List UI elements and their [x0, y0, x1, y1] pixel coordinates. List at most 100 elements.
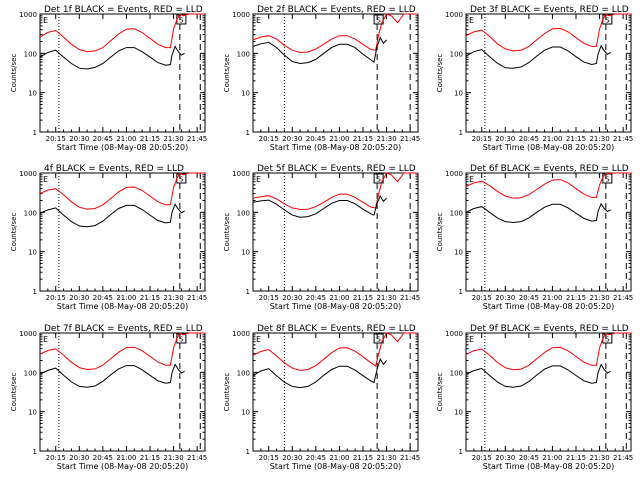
x-tick-label: 21:30 [376, 294, 396, 302]
x-axis-label: Start Time (08-May-08 20:05:20) [57, 143, 188, 152]
y-tick-label: 10 [241, 90, 250, 98]
chart-panel: Det 9f BLACK = Events, RED = LLD 1 10 100 10… [436, 324, 633, 471]
x-axis-label: Start Time (08-May-08 20:05:20) [483, 143, 614, 152]
y-tick-label: 10 [28, 90, 37, 98]
legend-glyph: E [43, 335, 48, 344]
events-series-line [465, 363, 611, 388]
x-tick-label: 21:30 [589, 294, 609, 302]
y-tick-label: 1 [246, 448, 250, 456]
y-tick-label: 100 [237, 369, 250, 377]
plot-frame [465, 13, 632, 133]
x-tick-label: 21:45 [613, 294, 633, 302]
y-tick-label: 1000 [445, 330, 463, 338]
y-tick-label: 10 [28, 249, 37, 257]
x-tick-label: 21:00 [116, 294, 136, 302]
x-tick-label: 20:15 [472, 294, 492, 302]
x-tick-label: 21:45 [187, 135, 207, 143]
x-tick-label: 21:00 [542, 454, 562, 462]
y-tick-label: 1000 [232, 170, 250, 178]
y-tick-label: 100 [237, 209, 250, 217]
x-tick-label: 21:15 [140, 294, 160, 302]
chart-panel: Det 3f BLACK = Events, RED = LLD 1 10 100 10… [436, 5, 633, 152]
events-series-line [252, 194, 387, 218]
x-axis-label: Start Time (08-May-08 20:05:20) [483, 462, 614, 471]
y-tick-label: 100 [24, 369, 37, 377]
y-tick-label: 10 [241, 409, 250, 417]
x-tick-label: 21:00 [116, 454, 136, 462]
x-tick-label: 20:30 [69, 294, 89, 302]
lld-series-line [252, 13, 418, 54]
x-tick-label: 21:30 [589, 454, 609, 462]
plot-frame [465, 172, 632, 292]
x-tick-label: 20:45 [93, 135, 113, 143]
y-tick-label: 1 [246, 129, 250, 137]
x-tick-label: 20:30 [282, 294, 302, 302]
legend-glyph: E [469, 175, 474, 184]
event-marker-glyph: S [376, 176, 381, 184]
legend-glyph: E [469, 16, 474, 25]
x-tick-label: 21:15 [353, 135, 373, 143]
x-tick-label: 20:30 [282, 135, 302, 143]
y-tick-label: 1000 [445, 170, 463, 178]
y-axis-label: Counts/sec [436, 373, 444, 412]
y-tick-label: 100 [24, 50, 37, 58]
y-tick-label: 1000 [445, 11, 463, 19]
y-tick-label: 1 [459, 448, 463, 456]
x-tick-label: 21:00 [116, 135, 136, 143]
chart-panel: Det 8f BLACK = Events, RED = LLD 1 10 100 10… [223, 324, 420, 471]
chart-title: Det 9f BLACK = Events, RED = LLD [470, 324, 629, 334]
lld-series-line [39, 172, 205, 210]
x-tick-label: 20:30 [495, 135, 515, 143]
x-tick-label: 20:45 [519, 454, 539, 462]
y-tick-label: 1 [33, 448, 37, 456]
y-tick-label: 100 [237, 50, 250, 58]
x-tick-label: 21:45 [400, 294, 420, 302]
y-axis-label: Counts/sec [10, 54, 18, 93]
y-tick-label: 1 [33, 129, 37, 137]
x-tick-label: 20:45 [93, 294, 113, 302]
lld-series-line [252, 172, 418, 211]
event-marker-glyph: S [376, 336, 381, 344]
x-tick-label: 21:30 [376, 135, 396, 143]
x-tick-label: 20:45 [519, 135, 539, 143]
x-tick-label: 21:15 [353, 454, 373, 462]
y-tick-label: 10 [454, 90, 463, 98]
lld-series-line [39, 13, 205, 53]
x-tick-label: 20:15 [259, 454, 279, 462]
x-tick-label: 21:30 [376, 454, 396, 462]
x-axis-label: Start Time (08-May-08 20:05:20) [483, 302, 614, 311]
x-tick-label: 21:30 [163, 294, 183, 302]
x-tick-label: 21:30 [163, 454, 183, 462]
y-tick-label: 1000 [19, 11, 37, 19]
x-axis-label: Start Time (08-May-08 20:05:20) [270, 462, 401, 471]
chart-title: Det 5f BLACK = Events, RED = LLD [257, 164, 416, 174]
chart-panel: Det 6f BLACK = Events, RED = LLD 1 10 100 10… [436, 164, 633, 311]
x-tick-label: 21:30 [589, 135, 609, 143]
lld-series-line [39, 332, 205, 371]
y-tick-label: 10 [454, 409, 463, 417]
lld-series-line [465, 172, 631, 199]
y-tick-label: 10 [454, 249, 463, 257]
x-tick-label: 20:15 [46, 135, 66, 143]
x-tick-label: 21:15 [140, 454, 160, 462]
events-series-line [252, 36, 387, 65]
y-axis-label: Counts/sec [436, 213, 444, 252]
y-axis-label: Counts/sec [223, 213, 231, 252]
x-tick-label: 21:45 [400, 135, 420, 143]
event-marker-glyph: S [605, 336, 610, 344]
x-tick-label: 21:45 [613, 454, 633, 462]
x-tick-label: 20:15 [46, 294, 66, 302]
x-tick-label: 21:15 [566, 454, 586, 462]
plot-frame [252, 172, 419, 292]
chart-panel: Det 7f BLACK = Events, RED = LLD 1 10 100 10… [10, 324, 207, 471]
x-tick-label: 20:45 [93, 454, 113, 462]
x-tick-label: 20:30 [69, 454, 89, 462]
chart-title: Det 2f BLACK = Events, RED = LLD [257, 5, 416, 15]
y-tick-label: 100 [450, 50, 463, 58]
x-tick-label: 20:30 [69, 135, 89, 143]
y-tick-label: 100 [24, 209, 37, 217]
y-tick-label: 10 [241, 249, 250, 257]
x-tick-label: 21:00 [329, 294, 349, 302]
x-tick-label: 20:15 [259, 135, 279, 143]
